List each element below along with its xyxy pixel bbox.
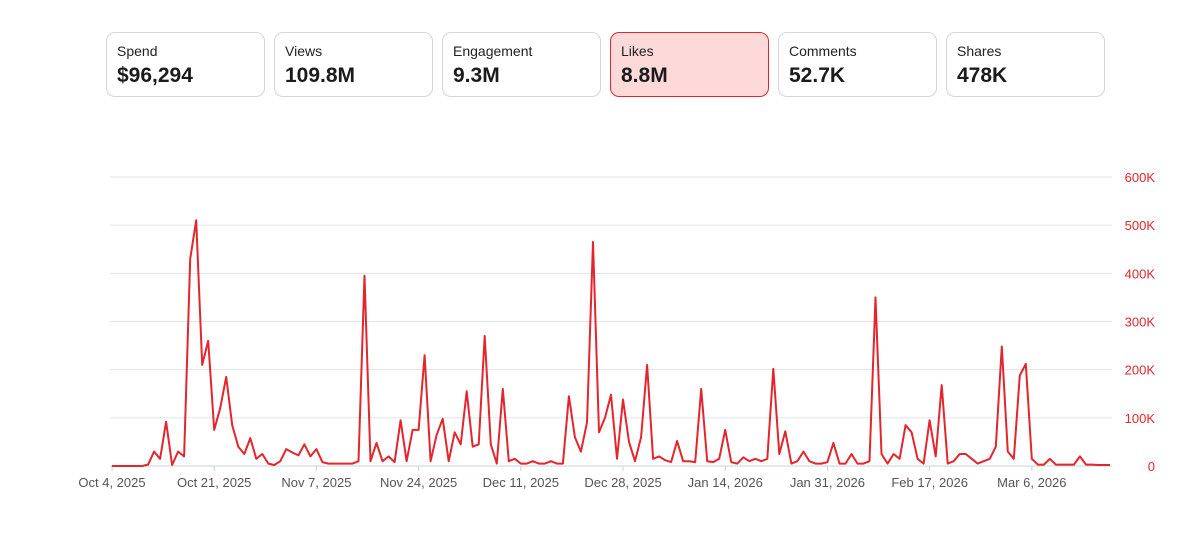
metric-value: 52.7K — [789, 64, 846, 87]
metric-label: Engagement — [453, 43, 533, 59]
metric-label: Spend — [117, 43, 158, 59]
metric-label: Views — [285, 43, 323, 59]
metric-card-engagement[interactable]: Engagement 9.3M — [442, 32, 601, 97]
metric-value: 9.3M — [453, 64, 500, 87]
metric-value: 478K — [957, 64, 1008, 87]
metric-value: $96,294 — [117, 64, 193, 87]
x-tick-label: Nov 24, 2025 — [380, 475, 457, 490]
x-axis-ticks: Oct 4, 2025 Oct 21, 2025 Nov 7, 2025 Nov 24… — [78, 466, 1067, 490]
x-tick-label: Dec 28, 2025 — [584, 475, 661, 490]
y-tick-label: 600K — [1125, 170, 1156, 185]
metric-card-spend[interactable]: Spend $96,294 — [106, 32, 265, 97]
metric-card-likes[interactable]: Likes 8.8M — [610, 32, 769, 97]
series-line-likes — [112, 219, 1110, 467]
y-tick-label: 300K — [1125, 315, 1156, 330]
y-tick-label: 500K — [1125, 218, 1156, 233]
x-tick-label: Mar 6, 2026 — [997, 475, 1066, 490]
y-tick-label: 200K — [1125, 363, 1156, 378]
x-tick-label: Oct 21, 2025 — [177, 475, 251, 490]
x-tick-label: Oct 4, 2025 — [78, 475, 145, 490]
y-tick-label: 400K — [1125, 266, 1156, 281]
metric-label: Shares — [957, 43, 1002, 59]
chart-gridlines — [110, 176, 1112, 467]
y-tick-label: 0 — [1148, 459, 1155, 474]
x-tick-label: Jan 31, 2026 — [790, 475, 865, 490]
metric-card-comments[interactable]: Comments 52.7K — [778, 32, 937, 97]
x-tick-label: Nov 7, 2025 — [281, 475, 351, 490]
x-tick-label: Jan 14, 2026 — [688, 475, 763, 490]
y-tick-label: 100K — [1125, 411, 1156, 426]
x-tick-label: Feb 17, 2026 — [891, 475, 968, 490]
metric-card-shares[interactable]: Shares 478K — [946, 32, 1105, 97]
metric-value: 109.8M — [285, 64, 356, 87]
metric-label: Likes — [621, 43, 654, 59]
y-axis-ticks: 0 100K 200K 300K 400K 500K 600K — [1125, 170, 1156, 474]
metric-cards: Spend $96,294 Views 109.8M Engagement 9.… — [106, 32, 1105, 97]
x-tick-label: Dec 11, 2025 — [483, 475, 559, 490]
metric-card-views[interactable]: Views 109.8M — [274, 32, 433, 97]
metric-value: 8.8M — [621, 64, 668, 87]
metric-label: Comments — [789, 43, 857, 59]
